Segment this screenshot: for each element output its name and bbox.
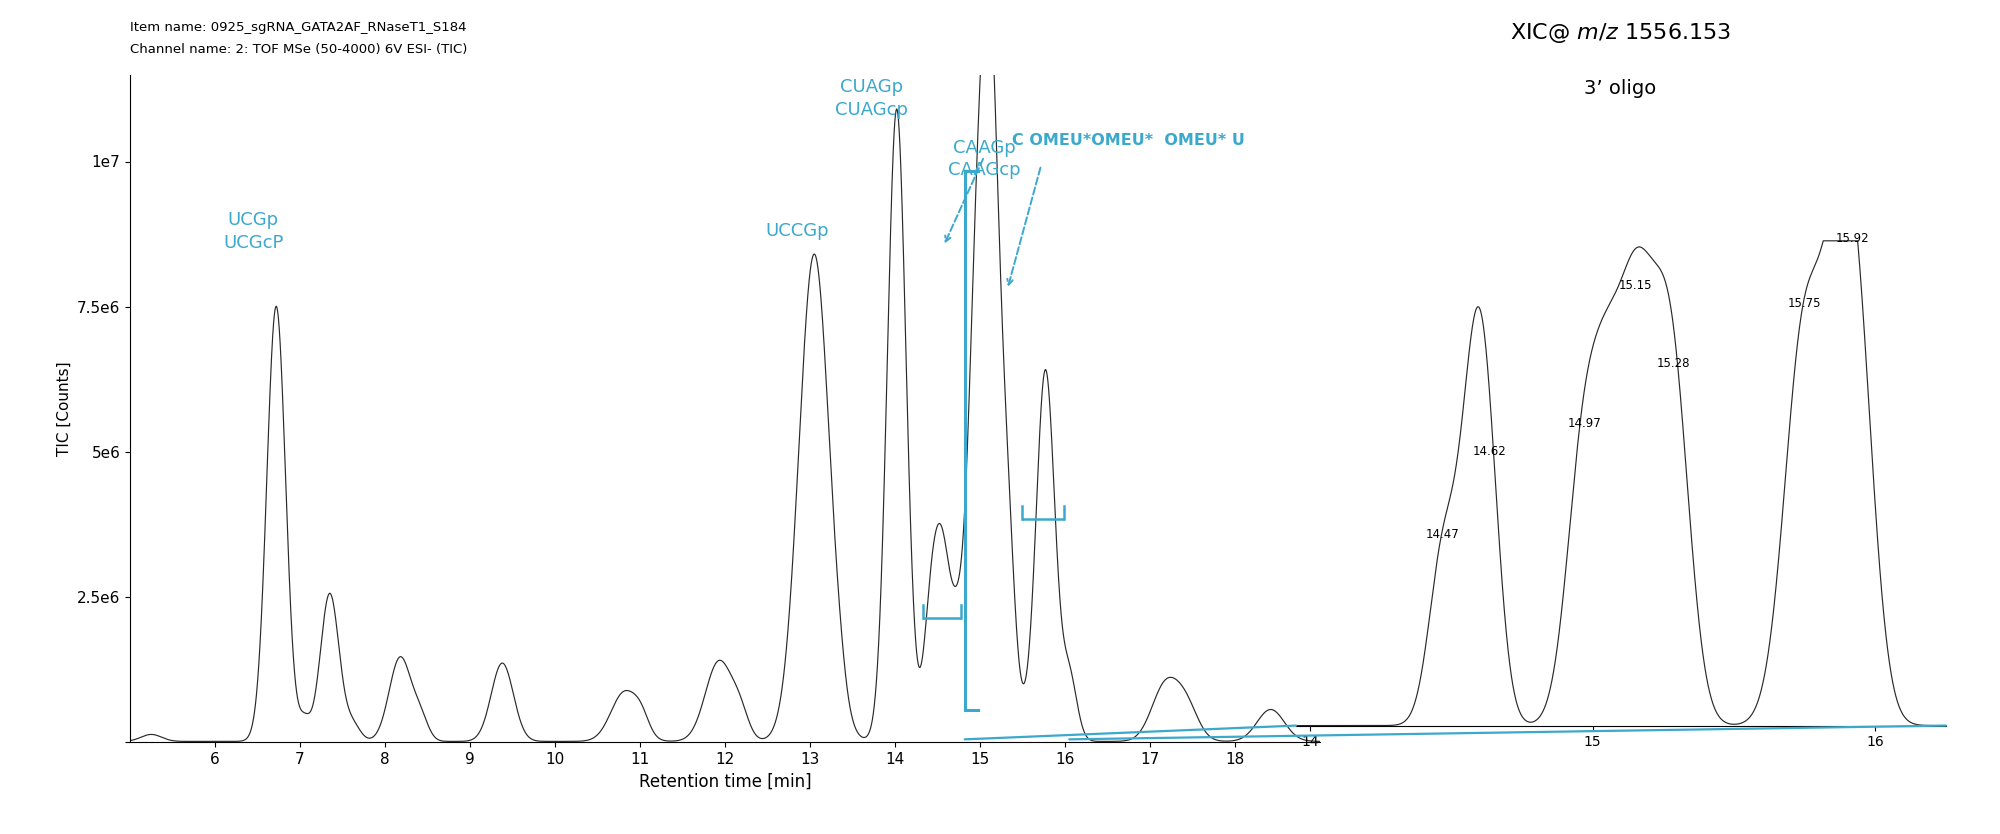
Text: 14.47: 14.47 (1426, 528, 1460, 541)
Text: Item name: 0925_sgRNA_GATA2AF_RNaseT1_S184: Item name: 0925_sgRNA_GATA2AF_RNaseT1_S1… (130, 21, 466, 34)
Text: CAAGp
CAAGcp: CAAGp CAAGcp (948, 138, 1020, 179)
Text: XIC@ $\it{m/z}$ 1556.153: XIC@ $\it{m/z}$ 1556.153 (1510, 21, 1730, 45)
Text: 1e7: 1e7 (92, 154, 120, 169)
Y-axis label: TIC [Counts]: TIC [Counts] (56, 361, 72, 456)
Text: 15.15: 15.15 (1618, 279, 1652, 292)
Text: UCGp
UCGcP: UCGp UCGcP (224, 211, 284, 252)
Text: CUAGp
CUAGcp: CUAGp CUAGcp (834, 78, 908, 118)
X-axis label: Retention time [min]: Retention time [min] (638, 772, 812, 791)
Text: 15.92: 15.92 (1836, 233, 1870, 245)
Text: 15.28: 15.28 (1656, 357, 1690, 370)
Text: C OMEU*OMEU*  OMEU* U: C OMEU*OMEU* OMEU* U (1012, 133, 1246, 148)
Text: 14.97: 14.97 (1568, 417, 1602, 430)
Text: 14.62: 14.62 (1472, 445, 1506, 458)
Text: UCCGp: UCCGp (766, 223, 830, 240)
Text: 3’ oligo: 3’ oligo (1584, 79, 1656, 98)
Text: Channel name: 2: TOF MSe (50-4000) 6V ESI- (TIC): Channel name: 2: TOF MSe (50-4000) 6V ES… (130, 43, 468, 57)
Text: 15.75: 15.75 (1788, 297, 1822, 310)
